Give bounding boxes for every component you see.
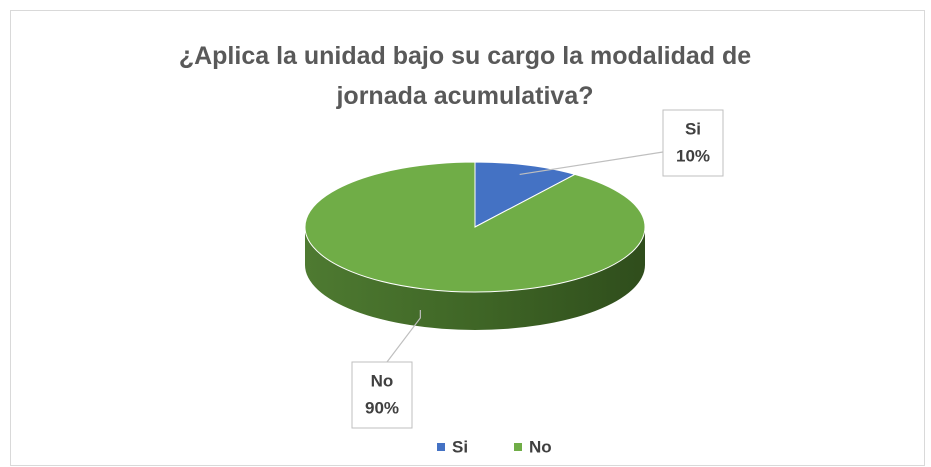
pie-slice xyxy=(474,161,577,228)
chart-title: ¿Aplica la unidad bajo su cargo la modal… xyxy=(178,42,752,110)
data-label-box xyxy=(662,109,724,177)
leader-line xyxy=(386,309,421,363)
data-label-category: Si xyxy=(685,119,701,138)
legend-swatch xyxy=(437,443,445,451)
legend-label: Si xyxy=(452,437,468,456)
data-label-box xyxy=(351,361,413,429)
legend-swatch xyxy=(514,443,522,451)
leader-line xyxy=(519,151,664,176)
chart-border xyxy=(10,10,925,466)
data-label-value: 90% xyxy=(365,398,399,417)
data-label-category: No xyxy=(371,371,394,390)
pie-slice xyxy=(304,161,646,293)
legend-label: No xyxy=(529,437,552,456)
pie-side xyxy=(305,227,645,330)
data-label-value: 10% xyxy=(676,146,710,165)
